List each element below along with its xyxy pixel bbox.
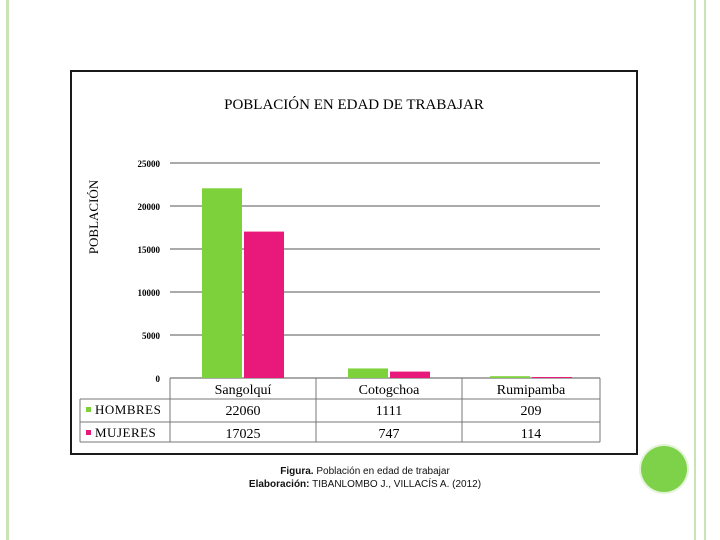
figure-caption: Figura. Población en edad de trabajar (160, 466, 570, 477)
bar-mujeres-0 (244, 231, 284, 378)
legend-label-hombres: HOMBRES (95, 402, 161, 417)
decorative-line-right (694, 0, 696, 540)
table-value-mujeres-1: 747 (379, 427, 400, 442)
bar-hombres-2 (490, 376, 530, 378)
table-value-mujeres-2: 114 (521, 427, 541, 442)
y-tick-label-25000: 25000 (138, 159, 161, 169)
chart-frame: POBLACIÓN EN EDAD DE TRABAJAR POBLACIÓN … (70, 70, 638, 455)
table-value-hombres-1: 1111 (376, 404, 402, 419)
y-tick-label-15000: 15000 (138, 245, 161, 255)
table-value-mujeres-0: 17025 (226, 427, 261, 442)
y-tick-label-20000: 20000 (138, 202, 161, 212)
x-category-label-2: Rumipamba (497, 383, 566, 398)
decorative-green-circle (641, 446, 687, 492)
chart-title: POBLACIÓN EN EDAD DE TRABAJAR (224, 97, 484, 113)
x-category-label-1: Cotogchoa (359, 383, 420, 398)
y-tick-label-5000: 5000 (142, 331, 161, 341)
bar-chart-plot: 0 5000 10000 15000 20000 25000 Sangolquí Cotogc… (79, 159, 601, 443)
y-tick-label-0: 0 (156, 374, 161, 384)
table-value-hombres-2: 209 (521, 404, 542, 419)
legend-label-mujeres: MUJERES (95, 425, 156, 440)
bar-hombres-1 (348, 368, 388, 378)
bar-mujeres-2 (532, 377, 572, 378)
bar-hombres-0 (202, 188, 242, 378)
caption-elaboration-label: Elaboración: (248, 479, 310, 490)
decorative-line-left (6, 0, 9, 540)
legend-swatch-hombres (86, 407, 91, 412)
y-tick-label-10000: 10000 (138, 288, 161, 298)
bar-mujeres-1 (390, 371, 430, 378)
decorative-line-right-outer (704, 0, 706, 540)
caption-elaboration-text: TIBANLOMBO J., VILLACÍS A. (2012) (309, 479, 482, 490)
elaboration-caption: Elaboración: TIBANLOMBO J., VILLACÍS A. … (160, 479, 570, 490)
caption-figure-text: Población en edad de trabajar (313, 466, 450, 477)
table-value-hombres-0: 22060 (226, 404, 261, 419)
caption-figure-label: Figura. (280, 466, 314, 477)
legend-swatch-mujeres (86, 430, 91, 435)
x-category-label-0: Sangolquí (215, 383, 272, 398)
